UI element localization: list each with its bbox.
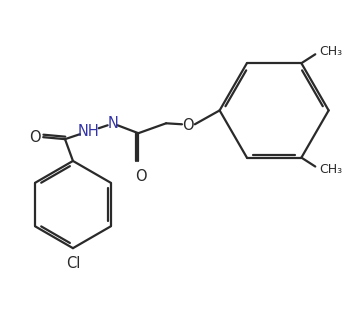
Text: O: O <box>182 118 194 133</box>
Text: CH₃: CH₃ <box>319 163 342 176</box>
Text: O: O <box>30 130 41 145</box>
Text: O: O <box>136 169 147 184</box>
Text: NH: NH <box>78 124 100 139</box>
Text: Cl: Cl <box>66 256 80 271</box>
Text: CH₃: CH₃ <box>319 45 342 58</box>
Text: N: N <box>107 116 118 131</box>
